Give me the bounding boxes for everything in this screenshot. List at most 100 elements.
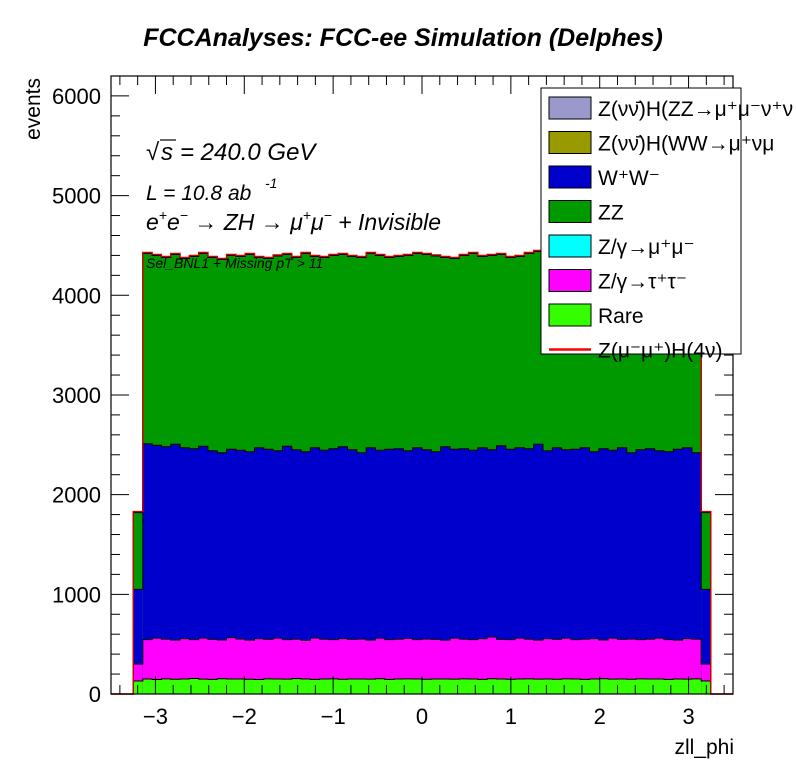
ww-bar bbox=[654, 450, 665, 694]
tautau-bar bbox=[617, 639, 628, 694]
tautau-bar bbox=[310, 637, 321, 694]
ww-bar bbox=[235, 450, 246, 694]
ww-bar bbox=[505, 449, 516, 694]
ww-bar bbox=[645, 448, 656, 694]
tautau-bar bbox=[636, 639, 646, 694]
ww-bar bbox=[207, 450, 218, 694]
energy-annotation: = 240.0 GeV bbox=[180, 139, 317, 166]
ww-bar bbox=[459, 448, 469, 694]
tautau-bar bbox=[552, 639, 562, 694]
edge-bin-tautau-right bbox=[701, 664, 711, 694]
x-tick-label: 0 bbox=[416, 704, 428, 729]
y-tick-label: 5000 bbox=[52, 184, 101, 209]
rare-bar bbox=[384, 679, 395, 694]
tautau-bar bbox=[189, 639, 200, 694]
ww-bar bbox=[217, 452, 227, 694]
ww-bar bbox=[608, 450, 618, 694]
rare-bar bbox=[347, 679, 358, 694]
y-axis-label: events bbox=[22, 78, 45, 140]
rare-bar bbox=[328, 678, 339, 694]
tautau-bar bbox=[422, 638, 432, 694]
tautau-bar bbox=[263, 639, 274, 694]
tautau-bar bbox=[542, 638, 553, 694]
x-axis-label: zll_phi bbox=[674, 736, 734, 759]
tautau-bar bbox=[291, 639, 302, 694]
tautau-bar bbox=[328, 639, 339, 694]
rare-bar bbox=[663, 679, 674, 694]
rare-bar bbox=[645, 679, 656, 694]
tautau-bar bbox=[142, 639, 153, 694]
rare-bar bbox=[598, 678, 609, 694]
ww-bar bbox=[468, 450, 479, 694]
x-tick-label: 3 bbox=[682, 704, 694, 729]
ww-bar bbox=[142, 443, 153, 694]
legend-swatch bbox=[548, 165, 592, 189]
ww-bar bbox=[673, 449, 683, 694]
rare-bar bbox=[366, 679, 376, 694]
ww-bar bbox=[245, 451, 255, 694]
legend-swatch bbox=[548, 234, 592, 258]
legend-swatch bbox=[548, 200, 592, 223]
ww-bar bbox=[663, 451, 674, 694]
ww-bar bbox=[263, 449, 274, 694]
rare-bar bbox=[440, 679, 451, 694]
tautau-bar bbox=[207, 639, 218, 694]
rare-bar bbox=[608, 679, 618, 694]
rare-bar bbox=[291, 678, 302, 694]
rare-bar bbox=[394, 679, 404, 694]
tautau-bar bbox=[626, 638, 637, 694]
ww-bar bbox=[189, 448, 200, 694]
legend: Z(νν̄)H(ZZ→μ⁺μ⁻ν⁺ν Z(νν̄)H(WW→μ⁺νμ W⁺W⁻ ZZ Z… bbox=[540, 87, 793, 363]
sqrt-symbol: √ bbox=[146, 139, 160, 166]
tautau-bar bbox=[589, 638, 600, 694]
ww-bar bbox=[682, 447, 693, 694]
tautau-bar bbox=[217, 639, 227, 694]
y-tick-label: 0 bbox=[89, 682, 101, 707]
ww-bar bbox=[180, 447, 190, 694]
tautau-bar bbox=[319, 639, 330, 694]
ww-bar bbox=[617, 447, 628, 694]
rare-bar bbox=[263, 678, 274, 694]
rare-bar bbox=[170, 679, 181, 694]
ww-bar bbox=[347, 449, 358, 694]
rare-bar bbox=[449, 679, 460, 694]
ww-bar bbox=[440, 446, 451, 694]
rare-bar bbox=[682, 679, 693, 694]
ww-bar bbox=[449, 449, 460, 694]
ww-bar bbox=[254, 447, 265, 694]
ww-bar bbox=[310, 447, 321, 694]
legend-label: Z/γ→μ⁺μ⁻ bbox=[598, 236, 695, 259]
rare-bar bbox=[403, 678, 414, 694]
edge-bin-ww-right bbox=[701, 589, 711, 694]
tautau-bar bbox=[468, 639, 479, 694]
x-tick-label: 2 bbox=[594, 704, 606, 729]
rare-bar bbox=[142, 679, 153, 694]
ww-bar bbox=[291, 449, 302, 694]
legend-label: Z(νν̄)H(ZZ→μ⁺μ⁻ν⁺ν bbox=[598, 98, 793, 121]
tautau-bar bbox=[375, 638, 386, 694]
tautau-bar bbox=[161, 639, 172, 694]
stack-layer bbox=[111, 249, 733, 695]
rare-bar bbox=[338, 679, 348, 694]
tautau-bar bbox=[691, 639, 702, 694]
ww-bar bbox=[496, 445, 507, 694]
rare-bar bbox=[496, 679, 507, 694]
legend-swatch bbox=[548, 269, 592, 292]
rare-bar bbox=[235, 678, 246, 694]
ww-bar bbox=[691, 452, 702, 694]
ww-bar bbox=[570, 449, 581, 694]
tautau-bar bbox=[152, 638, 162, 694]
ww-bar bbox=[161, 446, 172, 694]
rare-bar bbox=[254, 679, 265, 694]
lumi-annotation: L = 10.8 ab bbox=[146, 182, 252, 205]
ww-bar bbox=[431, 451, 442, 694]
rare-bar bbox=[515, 678, 525, 694]
rare-bar bbox=[636, 678, 646, 694]
legend-swatch bbox=[548, 96, 592, 120]
rare-bar bbox=[524, 678, 535, 694]
tautau-bar bbox=[449, 638, 460, 694]
y-tick-label: 4000 bbox=[52, 283, 101, 308]
rare-bar bbox=[217, 678, 227, 694]
tautau-bar bbox=[384, 639, 395, 694]
tautau-bar bbox=[496, 639, 507, 694]
